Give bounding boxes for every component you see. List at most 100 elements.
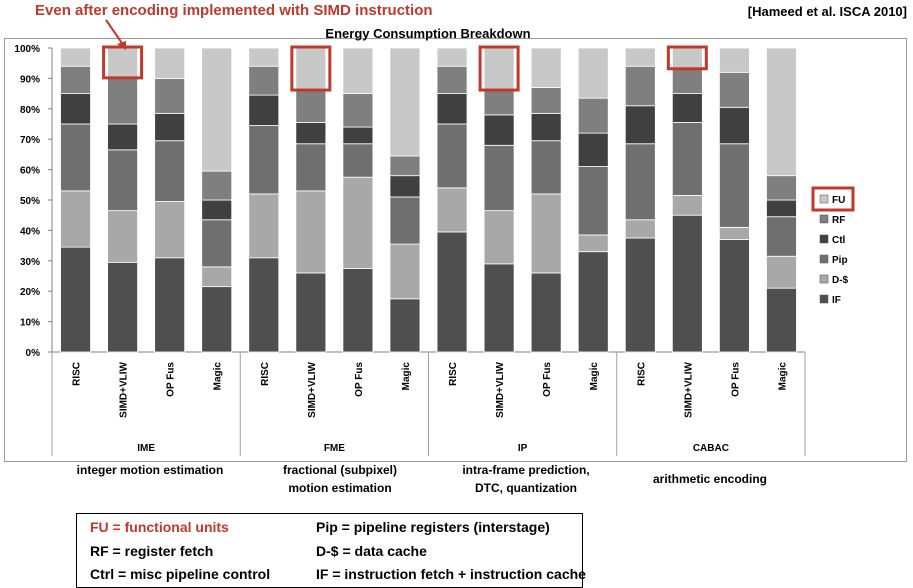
y-tick-label: 100%	[14, 44, 40, 55]
y-tick-label: 10%	[20, 318, 40, 329]
bar-segment-d	[201, 266, 233, 288]
bar-segment-d	[60, 190, 91, 248]
bar-segment-rf	[436, 65, 468, 94]
group-description-line: intra-frame prediction,	[462, 463, 590, 477]
bar-segment-ctl	[342, 126, 374, 145]
bar-segment-ctl	[107, 123, 138, 151]
x-category-label: SIMD+VLIW	[307, 361, 318, 417]
bar-segment-fu	[154, 47, 186, 79]
bar-segment-rf	[671, 67, 703, 95]
bar-segment-if	[60, 246, 91, 353]
group-description-line: integer motion estimation	[76, 463, 224, 477]
bar-segment-fu	[624, 47, 656, 67]
legend-label: FU	[832, 195, 845, 206]
bar-segment-ctl	[436, 93, 468, 125]
bar-segment-fu	[766, 47, 797, 177]
bar-segment-rf	[154, 78, 186, 114]
y-tick-label: 0%	[26, 348, 41, 359]
bar-segment-d	[154, 201, 186, 259]
bar-segment-pip	[530, 140, 562, 195]
bar-segment-pip	[107, 149, 138, 212]
group-description-line: arithmetic encoding	[652, 472, 768, 486]
y-tick-label: 20%	[20, 287, 40, 298]
bar-segment-if	[154, 257, 186, 353]
annotation-text: Even after encoding implemented with SIM…	[35, 2, 433, 19]
bar-segment-if	[719, 239, 750, 353]
y-tick-label: 60%	[20, 166, 40, 177]
bar-segment-pip	[624, 143, 656, 221]
bar-segment-ctl	[624, 105, 656, 145]
legend-swatch	[819, 234, 829, 244]
bar-segment-ctl	[671, 93, 703, 123]
x-category-label: OP Fus	[730, 362, 741, 397]
bar-segment-rf	[248, 65, 280, 96]
bar-segment-pip	[671, 122, 703, 196]
key-item-fu: FU = functional units	[90, 519, 229, 535]
bar-segment-d	[577, 234, 609, 253]
energy-breakdown-chart: Energy Consumption Breakdown 0% 10% 20% 30% 4…	[14, 19, 855, 456]
y-tick-label: 80%	[20, 105, 40, 116]
bar-segment-fu	[671, 47, 703, 69]
bar-segment-pip	[342, 143, 374, 178]
x-category-label: OP Fus	[542, 362, 553, 397]
bar-segment-pip	[248, 125, 280, 195]
bar-segment-fu	[201, 47, 233, 172]
bar-segment-ctl	[719, 106, 750, 145]
x-category-label: SIMD+VLIW	[495, 361, 506, 417]
x-category-label: RISC	[448, 362, 459, 386]
bar-segment-rf	[295, 88, 327, 123]
bar-segment-if	[624, 237, 656, 353]
bar-segment-d	[671, 195, 703, 216]
legend-label: IF	[832, 295, 841, 306]
key-item-pip: Pip = pipeline registers (interstage)	[316, 519, 550, 535]
bar-segment-if	[577, 251, 609, 353]
annotation-arrow-head	[117, 41, 126, 50]
bar-segment-ctl	[389, 175, 421, 198]
bar-segment-fu	[107, 47, 138, 78]
y-tick-label: 40%	[20, 226, 40, 237]
key-item-ctrl: Ctrl = misc pipeline control	[90, 566, 271, 582]
bar-segment-pip	[60, 123, 91, 192]
x-category-label: Magic	[777, 362, 788, 391]
group-description-line: DTC, quantization	[475, 481, 577, 495]
y-tick-label: 90%	[20, 74, 40, 85]
bar-segment-fu	[530, 47, 562, 88]
key-item-rf: RF = register fetch	[90, 543, 214, 559]
bar-segment-ctl	[483, 114, 515, 146]
bar-segment-ctl	[248, 94, 280, 126]
bar-segment-rf	[719, 71, 750, 108]
group-description-line: fractional (subpixel)	[282, 463, 398, 477]
legend-swatch	[819, 194, 829, 204]
bar-segment-if	[766, 287, 797, 353]
bar-segment-pip	[154, 140, 186, 202]
bar-segment-fu	[389, 47, 421, 157]
y-tick-label: 50%	[20, 196, 40, 207]
bar-segment-fu	[60, 47, 91, 67]
bar-segment-d	[107, 210, 138, 263]
bar-segment-if	[389, 298, 421, 353]
x-category-label: SIMD+VLIW	[119, 361, 130, 417]
bar-segment-fu	[295, 47, 327, 90]
bar-segment-pip	[295, 143, 327, 192]
highlight-box	[290, 45, 332, 92]
x-category-label: RISC	[260, 362, 271, 386]
x-category-label: OP Fus	[354, 362, 365, 397]
x-category-label: RISC	[72, 362, 83, 386]
bar-segment-if	[248, 257, 280, 353]
bar-segment-d	[530, 193, 562, 274]
bar-segment-pip	[719, 143, 750, 228]
group-description-ime: integer motion estimation	[60, 461, 240, 479]
bar-segment-if	[530, 272, 562, 353]
bar-segment-rf	[530, 87, 562, 114]
annotation-arrow-line	[105, 19, 125, 47]
legend-highlight-box	[811, 186, 855, 212]
group-description-ip: intra-frame prediction, DTC, quantizatio…	[436, 461, 616, 497]
bar-segment-fu	[248, 47, 280, 67]
x-group-label: CABAC	[693, 443, 729, 454]
bar-segment-d	[436, 187, 468, 233]
x-category-label: RISC	[636, 362, 647, 386]
bar-segment-rf	[483, 88, 515, 116]
y-tick-label: 70%	[20, 135, 40, 146]
bar-segment-ctl	[60, 93, 91, 125]
legend-swatch	[819, 274, 829, 284]
